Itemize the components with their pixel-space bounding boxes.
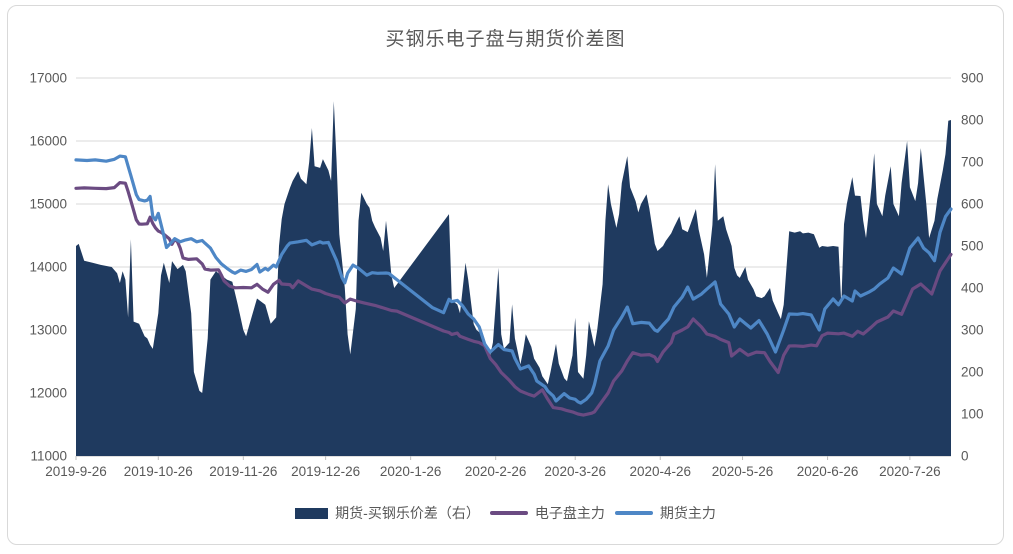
x-axis-tick-label: 2020-7-26 xyxy=(879,464,941,479)
right-axis-tick-label: 300 xyxy=(961,323,984,338)
x-axis-tick-label: 2019-11-26 xyxy=(209,464,277,479)
right-axis-tick-label: 600 xyxy=(961,197,984,212)
x-axis-tick-label: 2020-3-26 xyxy=(544,464,606,479)
left-axis-tick-label: 15000 xyxy=(29,197,67,212)
legend-item-electronic: 电子盘主力 xyxy=(489,503,605,523)
legend-label-electronic: 电子盘主力 xyxy=(534,505,605,521)
plot-area: 17000 16000 15000 14000 13000 12000 11000 900 80… xyxy=(29,71,984,480)
legend: 期货-买钢乐价差（右） 电子盘主力 期货主力 xyxy=(8,503,1003,523)
left-axis-tick-label: 17000 xyxy=(29,71,67,86)
x-axis-tick-label: 2020-4-26 xyxy=(629,464,691,479)
price-line-series xyxy=(74,154,953,405)
left-axis-tick-label: 11000 xyxy=(30,449,67,464)
left-axis-tick-label: 14000 xyxy=(29,260,67,275)
left-axis-tick-label: 13000 xyxy=(29,323,67,338)
spread-area-series xyxy=(76,101,951,456)
price-line-series xyxy=(74,181,953,417)
right-axis-tick-label: 500 xyxy=(961,239,984,254)
left-axis-tick-label: 12000 xyxy=(29,386,67,401)
x-axis-tick-label: 2020-6-26 xyxy=(797,464,859,479)
x-axis-tick-label: 2020-1-26 xyxy=(380,464,442,479)
right-axis-tick-label: 200 xyxy=(961,365,984,380)
purple-line-swatch-icon xyxy=(489,511,528,515)
right-axis-tick-label: 100 xyxy=(961,407,984,422)
legend-label-spread: 期货-买钢乐价差（右） xyxy=(335,505,480,521)
right-axis-tick-label: 800 xyxy=(961,113,984,128)
x-axis-tick-label: 2019-12-26 xyxy=(291,464,360,479)
blue-line-swatch-icon xyxy=(614,511,653,515)
legend-item-spread: 期货-买钢乐价差（右） xyxy=(295,503,480,523)
legend-label-futures: 期货主力 xyxy=(659,505,716,521)
right-axis-tick-label: 400 xyxy=(961,281,984,296)
x-axis-tick-label: 2019-10-26 xyxy=(124,464,193,479)
right-axis-tick-label: 700 xyxy=(961,155,984,170)
chart-title: 买钢乐电子盘与期货价差图 xyxy=(385,29,626,50)
x-axis-tick-label: 2020-2-26 xyxy=(465,464,527,479)
x-axis-tick-label: 2020-5-26 xyxy=(712,464,774,479)
x-axis-tick-label: 2019-9-26 xyxy=(45,464,107,479)
right-axis-tick-label: 0 xyxy=(961,449,969,464)
chart-container: 买钢乐电子盘与期货价差图 17000 16000 15000 14000 13000 12… xyxy=(7,5,1004,545)
area-swatch-icon xyxy=(295,507,329,519)
left-axis-tick-label: 16000 xyxy=(29,134,67,149)
right-axis-tick-label: 900 xyxy=(961,71,984,86)
legend-item-futures: 期货主力 xyxy=(614,503,716,523)
